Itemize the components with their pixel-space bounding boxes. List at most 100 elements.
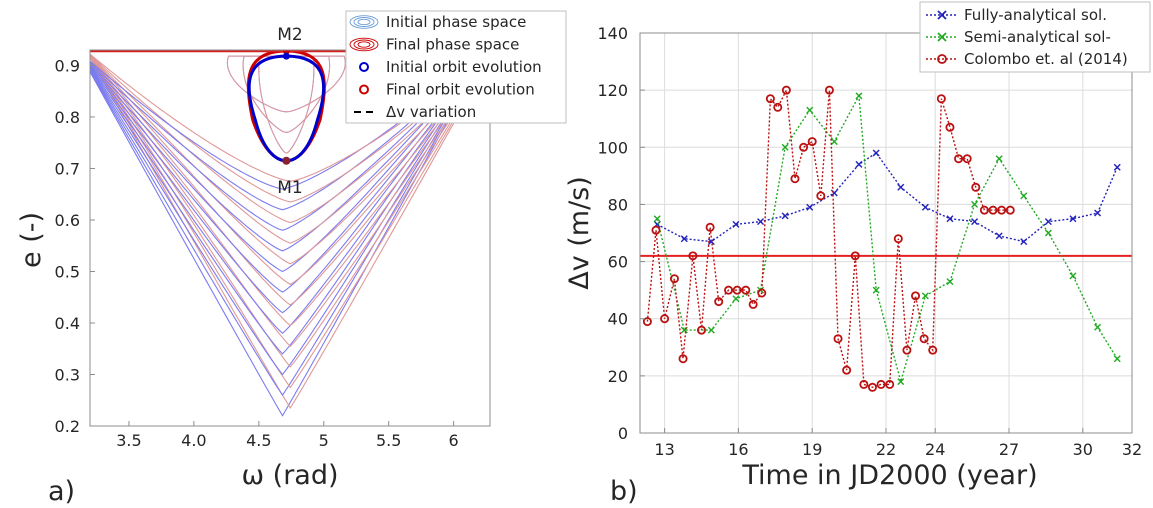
phase-contour bbox=[90, 54, 490, 244]
series-0 bbox=[653, 149, 1121, 246]
data-point bbox=[971, 218, 979, 226]
panel-a-ticks: 3.5 4.0 4.5 5 5.5 6 0.2 0.3 0.4 0.5 0.6 0.7 0.8 0.9 bbox=[55, 56, 459, 450]
y-tick-label: 60 bbox=[608, 253, 628, 272]
data-point bbox=[660, 314, 670, 324]
phase-contour bbox=[90, 50, 487, 376]
panel-a-chart: 3.5 4.0 4.5 5 5.5 6 0.2 0.3 0.4 0.5 0.6 0.7 0.8 0.9 ω… bbox=[0, 10, 567, 507]
phase-contour bbox=[90, 54, 490, 265]
y-tick-label: 0.2 bbox=[55, 417, 80, 436]
annotation-m2: M2 bbox=[277, 25, 302, 45]
legend-symbol bbox=[926, 10, 958, 20]
phase-contour bbox=[0, 51, 86, 326]
data-point bbox=[732, 285, 742, 295]
data-point bbox=[748, 299, 758, 309]
panel-b-ticks: 13 16 19 22 24 27 30 32 0 20 40 60 80 100 120 140 bbox=[597, 24, 1142, 459]
island-contour bbox=[226, 55, 346, 113]
data-point bbox=[642, 317, 652, 327]
data-point bbox=[1044, 229, 1052, 237]
panel-b-ylabel: Δv (m/s) bbox=[564, 176, 595, 290]
data-point bbox=[678, 354, 688, 364]
x-tick-label: 16 bbox=[728, 440, 748, 459]
data-point bbox=[1044, 218, 1052, 226]
y-tick-label: 0 bbox=[618, 424, 628, 443]
phase-contour bbox=[0, 51, 79, 354]
data-point bbox=[714, 297, 724, 307]
legend-symbol bbox=[926, 32, 958, 42]
data-point bbox=[781, 212, 789, 220]
legend-box bbox=[345, 10, 567, 124]
x-tick-label: 22 bbox=[876, 440, 896, 459]
x-tick-label: 3.5 bbox=[116, 431, 141, 450]
x-tick-label: 24 bbox=[925, 440, 945, 459]
panel-b-xlabel: Time in JD2000 (year) bbox=[741, 460, 1037, 491]
x-tick-label: 32 bbox=[1122, 440, 1142, 459]
data-point bbox=[885, 379, 895, 389]
data-point bbox=[979, 205, 989, 215]
y-tick-label: 40 bbox=[608, 310, 628, 329]
data-point bbox=[799, 142, 809, 152]
data-point bbox=[724, 285, 734, 295]
phase-contour bbox=[0, 51, 79, 333]
y-tick-label: 140 bbox=[597, 24, 628, 43]
data-point bbox=[790, 174, 800, 184]
panel-b-chart: 13 16 19 22 24 27 30 32 0 20 40 60 80 100 120 140 Time … bbox=[564, 1, 1151, 507]
legend-symbol bbox=[359, 84, 369, 95]
data-point bbox=[688, 251, 698, 261]
data-point bbox=[757, 218, 765, 226]
y-tick-label: 120 bbox=[597, 81, 628, 100]
data-point bbox=[697, 325, 707, 335]
y-tick-label: 0.3 bbox=[55, 365, 80, 384]
data-point bbox=[921, 203, 929, 211]
legend-label: Initial orbit evolution bbox=[386, 58, 542, 76]
data-point bbox=[806, 203, 814, 211]
panel-a-label: a) bbox=[48, 476, 75, 507]
phase-contour bbox=[90, 56, 490, 368]
data-point bbox=[773, 102, 783, 112]
data-point bbox=[765, 94, 775, 104]
data-point bbox=[962, 154, 972, 164]
phase-contour bbox=[0, 51, 86, 223]
phase-contour bbox=[90, 50, 487, 314]
m2-initial-point bbox=[282, 52, 290, 60]
y-tick-label: 0.6 bbox=[55, 211, 80, 230]
x-tick-label: 4.5 bbox=[246, 431, 271, 450]
panel-b-legend: Fully-analytical sol. Semi-analytical sol… bbox=[919, 1, 1151, 73]
phase-contour bbox=[90, 54, 490, 286]
data-point bbox=[876, 379, 886, 389]
data-point bbox=[824, 85, 834, 95]
data-point bbox=[995, 155, 1003, 163]
data-point bbox=[945, 122, 955, 132]
data-point bbox=[902, 345, 912, 355]
data-point bbox=[781, 143, 789, 151]
y-tick-label: 0.8 bbox=[55, 108, 80, 127]
data-point bbox=[946, 215, 954, 223]
data-point bbox=[757, 288, 767, 298]
data-point bbox=[971, 200, 979, 208]
panel-b-series bbox=[640, 85, 1132, 392]
phase-contour bbox=[0, 51, 79, 230]
x-tick-label: 5 bbox=[319, 431, 329, 450]
panel-b-label: b) bbox=[610, 476, 638, 507]
panel-a-ylabel: e (-) bbox=[16, 212, 47, 268]
data-point bbox=[997, 205, 1007, 215]
series-line bbox=[656, 152, 1118, 243]
data-point bbox=[781, 85, 791, 95]
legend-box bbox=[919, 1, 1151, 73]
data-point bbox=[707, 238, 715, 246]
data-point bbox=[732, 220, 740, 228]
data-point bbox=[1005, 205, 1015, 215]
panel-a-xlabel: ω (rad) bbox=[241, 460, 338, 491]
data-point bbox=[988, 205, 998, 215]
data-point bbox=[855, 92, 863, 100]
data-point bbox=[1094, 323, 1102, 331]
data-point bbox=[732, 295, 740, 303]
data-point bbox=[921, 292, 929, 300]
data-point bbox=[872, 149, 880, 157]
island-contour bbox=[258, 55, 315, 154]
legend-label: Δv variation bbox=[386, 103, 476, 121]
y-tick-label: 0.7 bbox=[55, 159, 80, 178]
data-point bbox=[897, 378, 905, 386]
legend-label: Initial phase space bbox=[386, 13, 526, 31]
phase-contour bbox=[90, 50, 487, 335]
